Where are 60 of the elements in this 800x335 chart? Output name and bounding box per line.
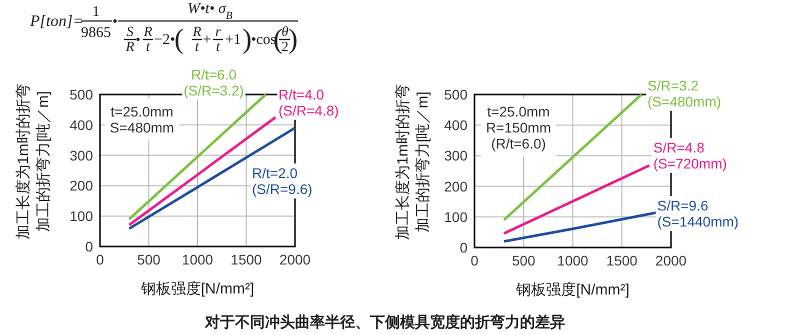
x-tick-label: 1000 <box>182 252 214 268</box>
y-tick-label: 400 <box>70 116 94 133</box>
text: • <box>136 33 141 48</box>
series-label: R/t=2.0 (S/R=9.6) <box>252 164 312 197</box>
x-axis-title: 钢板强度[N/mm²] <box>140 280 254 298</box>
series-label: R/t=4.0 (S/R=4.8) <box>278 86 339 118</box>
y-tick-label: 0 <box>85 238 94 254</box>
annotation: S=480mm <box>110 120 174 136</box>
text: t <box>216 40 222 55</box>
x-tick-label: 1000 <box>557 252 589 268</box>
y-tick-label: 100 <box>444 208 468 225</box>
text: ( <box>174 24 184 55</box>
y-axis-title: 加工长度为1m时的折弯加工的折弯力[吨／m] <box>394 84 432 240</box>
annotation: t=25.0mm <box>487 104 550 120</box>
y-tick-label: 400 <box>444 117 468 134</box>
text: 9865 <box>81 25 111 41</box>
text: −2• <box>154 32 176 48</box>
text: θ <box>282 25 289 40</box>
text: t <box>146 40 152 55</box>
x-tick-label: 500 <box>137 252 161 268</box>
x-tick-label: 0 <box>96 252 104 268</box>
series-label: S/R=4.8 (S=720mm) <box>653 139 727 172</box>
text: 对于不同冲头曲率半径、下侧模具宽度的折弯力的差异 <box>204 313 565 331</box>
y-tick-label: 100 <box>70 208 94 224</box>
x-tick-label: 0 <box>470 252 479 268</box>
y-axis-title: 加工长度为1m时的折弯加工的折弯力[吨／m] <box>15 84 52 240</box>
text: ) <box>288 24 298 55</box>
x-tick-label: 1500 <box>230 252 262 268</box>
series-label: S/R=3.2 (S=480mm) <box>648 78 722 110</box>
text: +1 <box>225 32 241 48</box>
y-tick-label: 500 <box>70 86 94 102</box>
x-tick-label: 500 <box>512 252 536 268</box>
text: R <box>124 40 135 55</box>
annotation: t=25.0mm <box>110 104 174 120</box>
y-tick-label: 300 <box>444 148 468 164</box>
series-label: R/t=6.0 (S/R=3.2) <box>184 66 244 98</box>
text: t <box>195 40 200 55</box>
text: R <box>142 25 153 40</box>
x-tick-label: 1500 <box>606 252 638 268</box>
text: 1 <box>92 4 100 20</box>
y-tick-label: 300 <box>70 147 94 164</box>
text: R <box>192 25 202 40</box>
text: • <box>112 14 118 30</box>
text: 2 <box>282 40 288 55</box>
text: ( <box>273 24 283 55</box>
x-tick-label: 2000 <box>279 252 311 268</box>
series-label: S/R=9.6 (S=1440mm) <box>657 198 739 230</box>
text: S <box>126 25 134 40</box>
text: + <box>202 32 212 48</box>
y-tick-label: 200 <box>444 178 468 194</box>
text: ) <box>242 24 252 55</box>
x-axis-title: 钢板强度[N/mm²] <box>515 282 630 298</box>
text: W•t• σ$_{B}$ <box>187 1 233 22</box>
x-tick-label: 2000 <box>655 252 687 268</box>
annotation: (R/t=6.0) <box>491 136 546 152</box>
annotation: R=150mm <box>486 120 551 136</box>
y-tick-label: 500 <box>444 86 468 102</box>
y-tick-label: 200 <box>70 178 94 194</box>
y-tick-label: 0 <box>460 240 468 256</box>
text: r <box>215 25 222 40</box>
